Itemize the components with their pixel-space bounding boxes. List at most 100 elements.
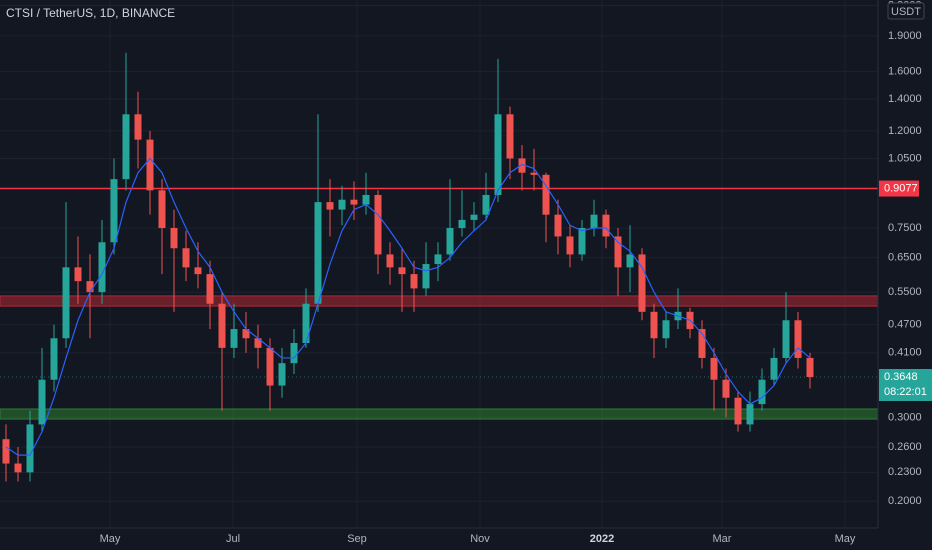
currency-box[interactable] bbox=[887, 2, 925, 20]
candle-body bbox=[338, 199, 346, 210]
y-tick-label: 0.2600 bbox=[888, 441, 922, 453]
candle-body bbox=[422, 264, 430, 289]
candle-body bbox=[230, 329, 238, 348]
y-tick-label: 0.4100 bbox=[888, 347, 922, 359]
y-tick-label: 1.0500 bbox=[888, 152, 922, 164]
candle-body bbox=[74, 267, 82, 282]
candle-body bbox=[254, 338, 262, 348]
candle-body bbox=[158, 190, 166, 229]
candle-body bbox=[290, 342, 298, 364]
candle-body bbox=[26, 424, 34, 473]
zone bbox=[0, 295, 879, 307]
candle-body bbox=[86, 281, 94, 293]
x-tick-label: May bbox=[100, 533, 121, 545]
candle-body bbox=[794, 320, 802, 358]
candle-body bbox=[602, 214, 610, 237]
candle-body bbox=[770, 357, 778, 380]
plot-area bbox=[0, 52, 879, 482]
candle-body bbox=[14, 463, 22, 473]
candle-body bbox=[494, 114, 502, 195]
candle-body bbox=[218, 303, 226, 348]
price-label: 0.3648 bbox=[884, 371, 918, 383]
x-tick-label: Jul bbox=[226, 533, 240, 545]
candle-body bbox=[458, 219, 466, 229]
candle-body bbox=[134, 114, 142, 140]
candle-body bbox=[122, 114, 130, 180]
candle-body bbox=[542, 174, 550, 215]
x-tick-label: Nov bbox=[470, 533, 490, 545]
candle-body bbox=[590, 214, 598, 229]
candle-body bbox=[554, 214, 562, 237]
candle-body bbox=[2, 439, 10, 464]
price-label-box bbox=[879, 368, 932, 401]
x-tick-label: Sep bbox=[347, 533, 367, 545]
grid bbox=[0, 0, 878, 528]
level-label: 0.9077 bbox=[884, 182, 918, 194]
candle-body bbox=[446, 228, 454, 255]
candle-body bbox=[362, 194, 370, 205]
x-tick-label: May bbox=[835, 533, 856, 545]
y-tick-label: 1.2000 bbox=[888, 125, 922, 137]
y-tick-label: 0.3000 bbox=[888, 411, 922, 423]
candle-body bbox=[734, 397, 742, 425]
candle-body bbox=[386, 254, 394, 268]
currency-label[interactable]: USDT bbox=[891, 6, 921, 18]
y-tick-label: 0.5500 bbox=[888, 286, 922, 298]
y-tick-label: 1.9000 bbox=[888, 30, 922, 42]
candle-body bbox=[38, 379, 46, 425]
chart-title: CTSI / TetherUS, 1D, BINANCE bbox=[6, 6, 175, 20]
candle-body bbox=[374, 194, 382, 255]
candle-body bbox=[638, 254, 646, 312]
y-tick-label: 0.4700 bbox=[888, 319, 922, 331]
candle-body bbox=[722, 379, 730, 398]
candle-body bbox=[410, 274, 418, 289]
candle-body bbox=[182, 248, 190, 268]
moving-average bbox=[5, 157, 811, 456]
candle-body bbox=[170, 228, 178, 249]
candle-body bbox=[710, 357, 718, 380]
candle-body bbox=[758, 379, 766, 405]
candle-body bbox=[302, 303, 310, 343]
candle-body bbox=[626, 254, 634, 268]
candle-body bbox=[242, 329, 250, 339]
candle-body bbox=[566, 236, 574, 255]
candle-body bbox=[50, 338, 58, 380]
price-axis: 0.2000 0.2300 0.2600 0.3000 0.4100 0.4700 0.55… bbox=[100, 0, 932, 545]
candle-body bbox=[518, 158, 526, 173]
countdown-label: 08:22:01 bbox=[884, 386, 927, 398]
x-tick-label: 2022 bbox=[590, 533, 614, 545]
candle-body bbox=[98, 242, 106, 293]
y-tick-label: 0.6500 bbox=[888, 251, 922, 263]
candle-body bbox=[530, 172, 538, 175]
y-tick-label: 1.4000 bbox=[888, 93, 922, 105]
candle-body bbox=[782, 320, 790, 358]
y-tick-label: 0.7500 bbox=[888, 222, 922, 234]
candle-body bbox=[698, 329, 706, 358]
candle-body bbox=[746, 404, 754, 425]
candle-body bbox=[398, 267, 406, 275]
candle-body bbox=[314, 202, 322, 304]
candle-body bbox=[806, 357, 814, 377]
candle-body bbox=[206, 274, 214, 304]
candle-body bbox=[278, 363, 286, 386]
candle-body bbox=[62, 267, 70, 339]
candle-body bbox=[470, 214, 478, 220]
candle-body bbox=[110, 179, 118, 243]
candle-body bbox=[578, 228, 586, 255]
candle-body bbox=[194, 267, 202, 275]
candle-body bbox=[482, 194, 490, 215]
candle-body bbox=[350, 199, 358, 205]
candle-body bbox=[326, 202, 334, 210]
candle-body bbox=[662, 320, 670, 339]
candle-body bbox=[146, 139, 154, 191]
x-tick-label: Mar bbox=[713, 533, 732, 545]
level-label-box bbox=[879, 180, 919, 197]
candle-body bbox=[506, 114, 514, 159]
candle-body bbox=[650, 311, 658, 339]
y-tick-label: 1.6000 bbox=[888, 65, 922, 77]
candle-body bbox=[614, 236, 622, 268]
zone bbox=[0, 408, 879, 420]
